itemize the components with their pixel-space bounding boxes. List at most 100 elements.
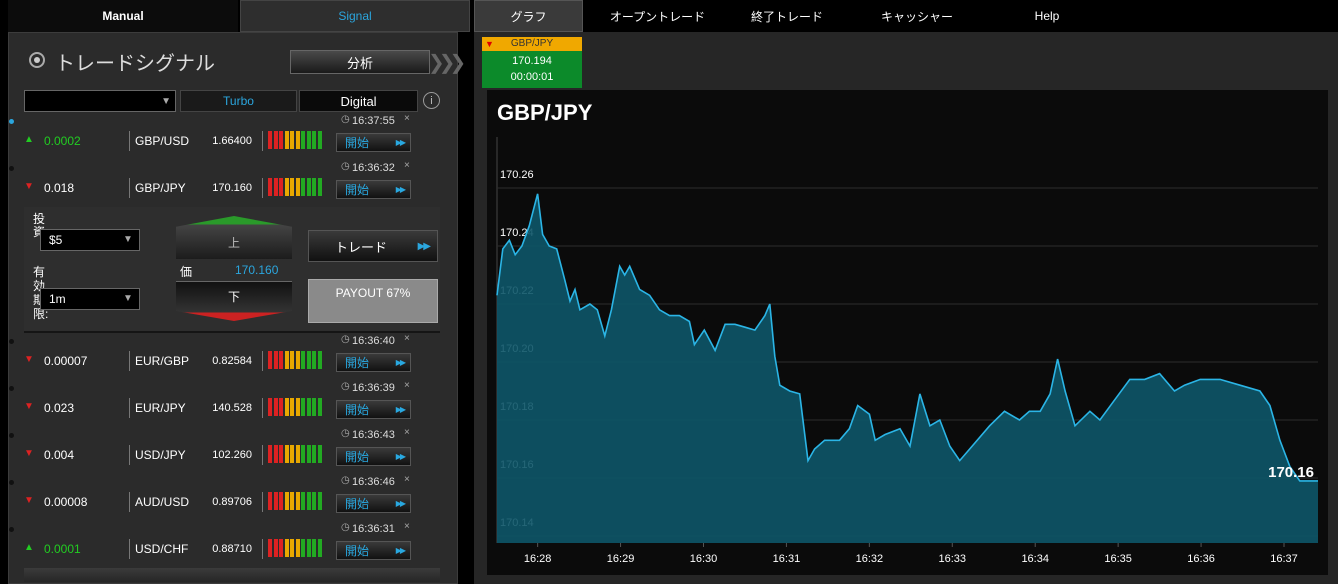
nav-tab[interactable]: オープントレード — [609, 9, 706, 24]
strength-bar — [301, 351, 305, 369]
strength-bar — [268, 445, 272, 463]
strength-bar — [290, 492, 294, 510]
clock-icon: ◷ — [341, 381, 350, 392]
down-button[interactable]: 下 — [176, 281, 292, 321]
strength-bar — [273, 351, 278, 369]
strength-bar — [306, 351, 311, 369]
strength-bar — [273, 178, 278, 196]
strength-bar — [295, 445, 300, 463]
signal-time: 16:36:32 — [352, 162, 395, 174]
info-icon[interactable]: i — [423, 92, 440, 109]
start-button[interactable]: 開始 ▶▶ — [336, 541, 411, 560]
play-icon: ▶▶ — [395, 358, 406, 367]
play-icon: ▶▶ — [395, 546, 406, 555]
divider — [129, 398, 130, 418]
select-arrow: ▼ — [123, 234, 133, 245]
clock-icon: ◷ — [341, 114, 350, 125]
direction-arrow: ▲ — [24, 134, 34, 145]
strength-bar — [317, 178, 322, 196]
divider — [129, 131, 130, 151]
x-tick-label: 16:35 — [1104, 553, 1132, 565]
strength-bar — [273, 492, 278, 510]
turbo-filter[interactable]: Turbo — [180, 90, 297, 112]
analyze-button[interactable]: 分析 — [290, 50, 430, 74]
strength-bar — [284, 398, 289, 416]
direction-arrow: ▼ — [24, 354, 34, 365]
play-icon: ▶▶ — [395, 499, 406, 508]
signal-time: 16:36:46 — [352, 476, 395, 488]
strength-bar — [284, 178, 289, 196]
change: 0.0002 — [44, 134, 81, 148]
invest-select[interactable]: $5 — [40, 229, 140, 251]
change: 0.023 — [44, 401, 75, 415]
strength-bar — [312, 178, 316, 196]
pair: GBP/USD — [135, 134, 190, 148]
strength-bar — [301, 445, 305, 463]
nav-tab[interactable]: キャッシャー — [880, 9, 953, 24]
change: 0.00007 — [44, 354, 88, 368]
nav-tab[interactable]: 終了トレード — [750, 9, 823, 24]
digital-filter[interactable]: Digital — [299, 90, 418, 112]
up-button[interactable]: 上 — [176, 216, 292, 259]
strength-bar — [312, 131, 316, 149]
direction-arrow: ▼ — [24, 495, 34, 506]
strength-bar — [279, 398, 283, 416]
start-button[interactable]: 開始 ▶▶ — [336, 353, 411, 372]
close-icon[interactable]: × — [404, 113, 410, 124]
signal-time: 16:37:55 — [352, 115, 395, 127]
price-chart: GBP/JPY 170.14170.16170.18170.20170.2217… — [487, 90, 1328, 575]
close-icon[interactable]: × — [404, 160, 410, 171]
start-button[interactable]: 開始 ▶▶ — [336, 447, 411, 466]
expiry-select[interactable]: 1m — [40, 288, 140, 310]
close-icon[interactable]: × — [404, 427, 410, 438]
strength-bar — [290, 445, 294, 463]
radio[interactable] — [29, 52, 45, 68]
price: 102.260 — [212, 449, 252, 461]
close-icon[interactable]: × — [404, 380, 410, 391]
divider — [129, 445, 130, 465]
divider — [129, 492, 130, 512]
strength-bar — [268, 131, 272, 149]
divider — [262, 445, 263, 465]
start-button[interactable]: 開始 ▶▶ — [336, 180, 411, 199]
close-icon[interactable]: × — [404, 333, 410, 344]
start-button[interactable]: 開始 ▶▶ — [336, 133, 411, 152]
pair: EUR/JPY — [135, 401, 186, 415]
manual-tab[interactable]: Manual — [8, 0, 238, 32]
change: 0.00008 — [44, 495, 88, 509]
close-icon[interactable]: × — [404, 474, 410, 485]
close-icon[interactable]: × — [404, 521, 410, 532]
strength-bar — [295, 131, 300, 149]
pair: AUD/USD — [135, 495, 190, 509]
x-tick-label: 16:33 — [939, 553, 967, 565]
strength-bar — [295, 539, 300, 557]
status-dot — [9, 527, 14, 532]
clock-icon: ◷ — [341, 334, 350, 345]
divider — [262, 398, 263, 418]
ticker-timer: 00:00:01 — [510, 71, 554, 83]
strength-bar — [301, 492, 305, 510]
trade-button[interactable]: トレード ▶▶ — [308, 230, 438, 262]
strength-bar — [312, 539, 316, 557]
strength-bar — [284, 492, 289, 510]
nav-tab[interactable]: Help — [1034, 9, 1060, 23]
nav-tab[interactable]: グラフ — [474, 0, 583, 32]
signal-time: 16:36:31 — [352, 523, 395, 535]
clock-icon: ◷ — [341, 428, 350, 439]
strength-bar — [312, 445, 316, 463]
signal-tab[interactable]: Signal — [240, 0, 470, 32]
start-button[interactable]: 開始 ▶▶ — [336, 494, 411, 513]
strength-bar — [317, 445, 322, 463]
strength-bar — [317, 398, 322, 416]
ticker[interactable]: ▼ GBP/JPY 170.194 00:00:01 — [482, 37, 582, 88]
play-icon: ▶▶ — [417, 240, 431, 252]
x-tick-label: 16:32 — [856, 553, 884, 565]
ticker-pair: GBP/JPY — [510, 38, 554, 49]
start-button[interactable]: 開始 ▶▶ — [336, 400, 411, 419]
price: 140.528 — [212, 402, 252, 414]
change: 0.0001 — [44, 542, 81, 556]
filter-dropdown[interactable]: ▼ — [24, 90, 176, 112]
strength-bar — [268, 351, 272, 369]
strength-bar — [273, 398, 278, 416]
strength-bar — [312, 492, 316, 510]
